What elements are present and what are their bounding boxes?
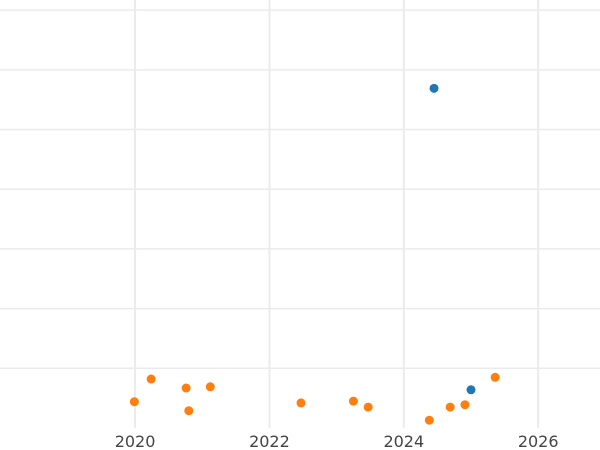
data-point [348, 396, 358, 406]
data-point [129, 397, 139, 407]
x-tick-label: 2024 [383, 432, 424, 450]
data-point [445, 402, 455, 412]
data-point [424, 415, 434, 425]
data-point [296, 398, 306, 408]
data-point [466, 385, 476, 395]
x-tick-label: 2020 [115, 432, 156, 450]
data-point [490, 372, 500, 382]
data-points [129, 83, 500, 425]
data-point [146, 374, 156, 384]
grid [0, 0, 600, 428]
x-axis-ticks: 2020 2022 2024 2026 [115, 432, 559, 450]
x-tick-label: 2022 [249, 432, 290, 450]
data-point [429, 83, 439, 93]
data-point [205, 382, 215, 392]
data-point [363, 402, 373, 412]
data-point [184, 406, 194, 416]
x-tick-label: 2026 [518, 432, 559, 450]
data-point [181, 383, 191, 393]
data-point [460, 400, 470, 410]
